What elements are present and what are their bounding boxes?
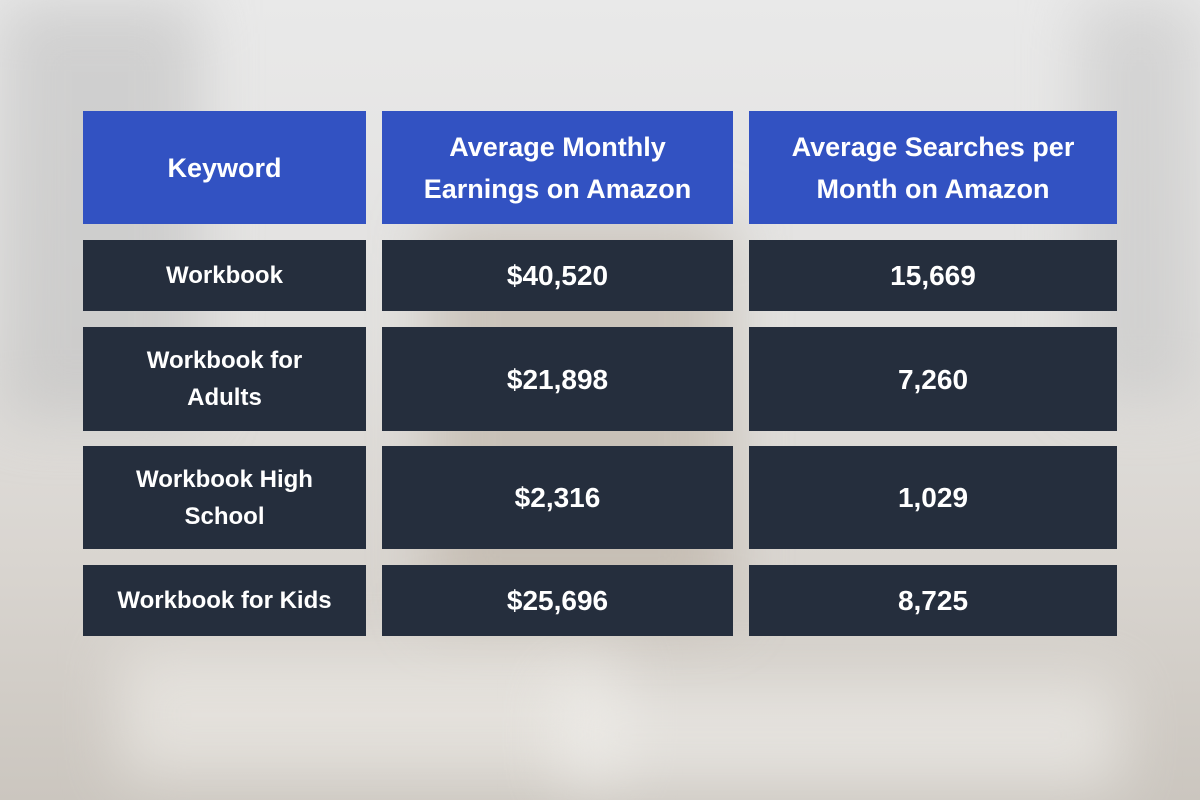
keyword-cell: Workbook High School bbox=[83, 446, 366, 549]
header-cell: Average Searches per Month on Amazon bbox=[749, 111, 1117, 224]
value-cell: $2,316 bbox=[382, 446, 733, 549]
value-cell: 7,260 bbox=[749, 327, 1117, 431]
value-cell: 1,029 bbox=[749, 446, 1117, 549]
value-cell: $21,898 bbox=[382, 327, 733, 431]
value-cell: $40,520 bbox=[382, 240, 733, 311]
keyword-cell: Workbook for Kids bbox=[83, 565, 366, 636]
background-shape bbox=[560, 680, 1120, 790]
header-cell: Keyword bbox=[83, 111, 366, 224]
keyword-cell: Workbook for Adults bbox=[83, 327, 366, 431]
value-cell: $25,696 bbox=[382, 565, 733, 636]
value-cell: 8,725 bbox=[749, 565, 1117, 636]
keyword-cell: Workbook bbox=[83, 240, 366, 311]
background-shape bbox=[120, 650, 620, 780]
header-cell: Average Monthly Earnings on Amazon bbox=[382, 111, 733, 224]
value-cell: 15,669 bbox=[749, 240, 1117, 311]
